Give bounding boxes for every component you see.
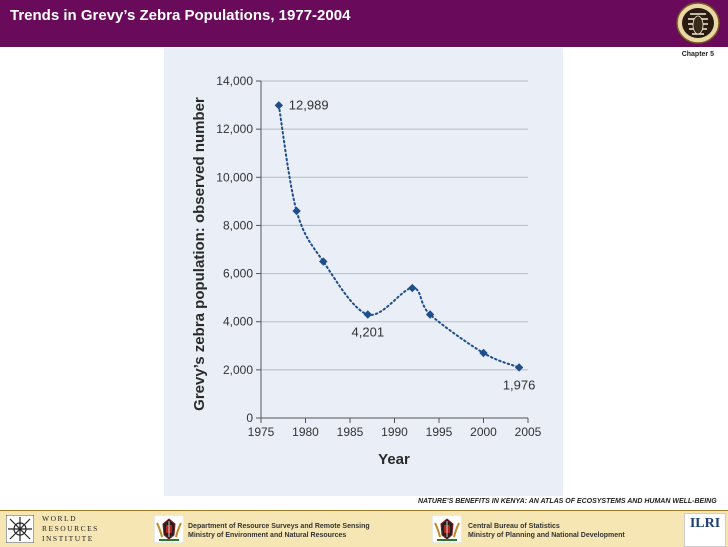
data-point-marker [479, 348, 488, 358]
data-point-marker [274, 101, 283, 110]
wri-line-3: INSTITUTE [42, 534, 94, 543]
zebra-emblem-icon [676, 2, 720, 44]
y-axis-label: Grevy’s zebra population: observed numbe… [191, 97, 208, 411]
wri-name: WORLD RESOURCES INSTITUTE [42, 514, 99, 544]
population-trend-line [277, 104, 521, 369]
slide-title: Trends in Grevy’s Zebra Populations, 197… [10, 7, 351, 24]
kenya-coat-of-arms-icon [432, 515, 462, 543]
y-tick-label: 12,000 [216, 122, 253, 136]
data-label: 1,976 [503, 377, 536, 392]
chapter-label: Chapter 5 [681, 51, 714, 58]
population-line-chart: 0 2,000 4,000 6,000 8,000 10,000 12,000 14,000 1… [191, 74, 542, 468]
x-tick-label: 1985 [337, 425, 364, 439]
ilri-logo: ILRI [684, 513, 726, 547]
wri-logo-icon [6, 515, 34, 543]
data-label: 4,201 [352, 324, 385, 339]
atlas-caption: NATURE’S BENEFITS IN KENYA: AN ATLAS OF … [418, 498, 717, 505]
y-tick-label: 14,000 [216, 74, 253, 88]
data-point-marker [425, 310, 435, 319]
x-tick-label: 1995 [426, 425, 453, 439]
kenya-coat-of-arms-icon [154, 515, 184, 543]
slide-header: Trends in Grevy’s Zebra Populations, 197… [0, 0, 728, 47]
data-label: 12,989 [289, 97, 329, 112]
footer-bar: WORLD RESOURCES INSTITUTE Department of … [0, 510, 728, 547]
org-drsrs-line-1: Department of Resource Surveys and Remot… [188, 523, 370, 530]
org-drsrs: Department of Resource Surveys and Remot… [188, 522, 370, 540]
y-tick-label: 4,000 [223, 315, 253, 329]
x-tick-label: 1990 [381, 425, 408, 439]
data-point-marker [292, 206, 301, 216]
data-point-marker [319, 257, 328, 266]
chart-panel: 0 2,000 4,000 6,000 8,000 10,000 12,000 14,000 1… [164, 48, 563, 496]
x-tick-label: 2000 [470, 425, 497, 439]
org-drsrs-line-2: Ministry of Environment and Natural Reso… [188, 532, 347, 539]
x-tick-label: 2005 [515, 425, 542, 439]
x-tick-label: 1975 [248, 425, 275, 439]
y-tick-label: 10,000 [216, 170, 253, 184]
y-tick-label: 0 [246, 411, 253, 425]
data-point-marker [514, 363, 524, 372]
wri-line-2: RESOURCES [42, 524, 99, 533]
wri-line-1: WORLD [42, 514, 77, 523]
x-tick-label: 1980 [292, 425, 319, 439]
y-tick-label: 6,000 [223, 267, 253, 281]
x-axis-label: Year [378, 451, 410, 468]
ilri-label: ILRI [689, 516, 721, 531]
org-cbs-line-2: Ministry of Planning and National Develo… [468, 532, 625, 539]
data-point-marker [408, 283, 417, 293]
org-cbs-line-1: Central Bureau of Statistics [468, 523, 560, 530]
data-point-marker [363, 310, 372, 319]
y-tick-label: 2,000 [223, 363, 253, 377]
org-cbs: Central Bureau of Statistics Ministry of… [468, 522, 625, 540]
y-tick-label: 8,000 [223, 218, 253, 232]
